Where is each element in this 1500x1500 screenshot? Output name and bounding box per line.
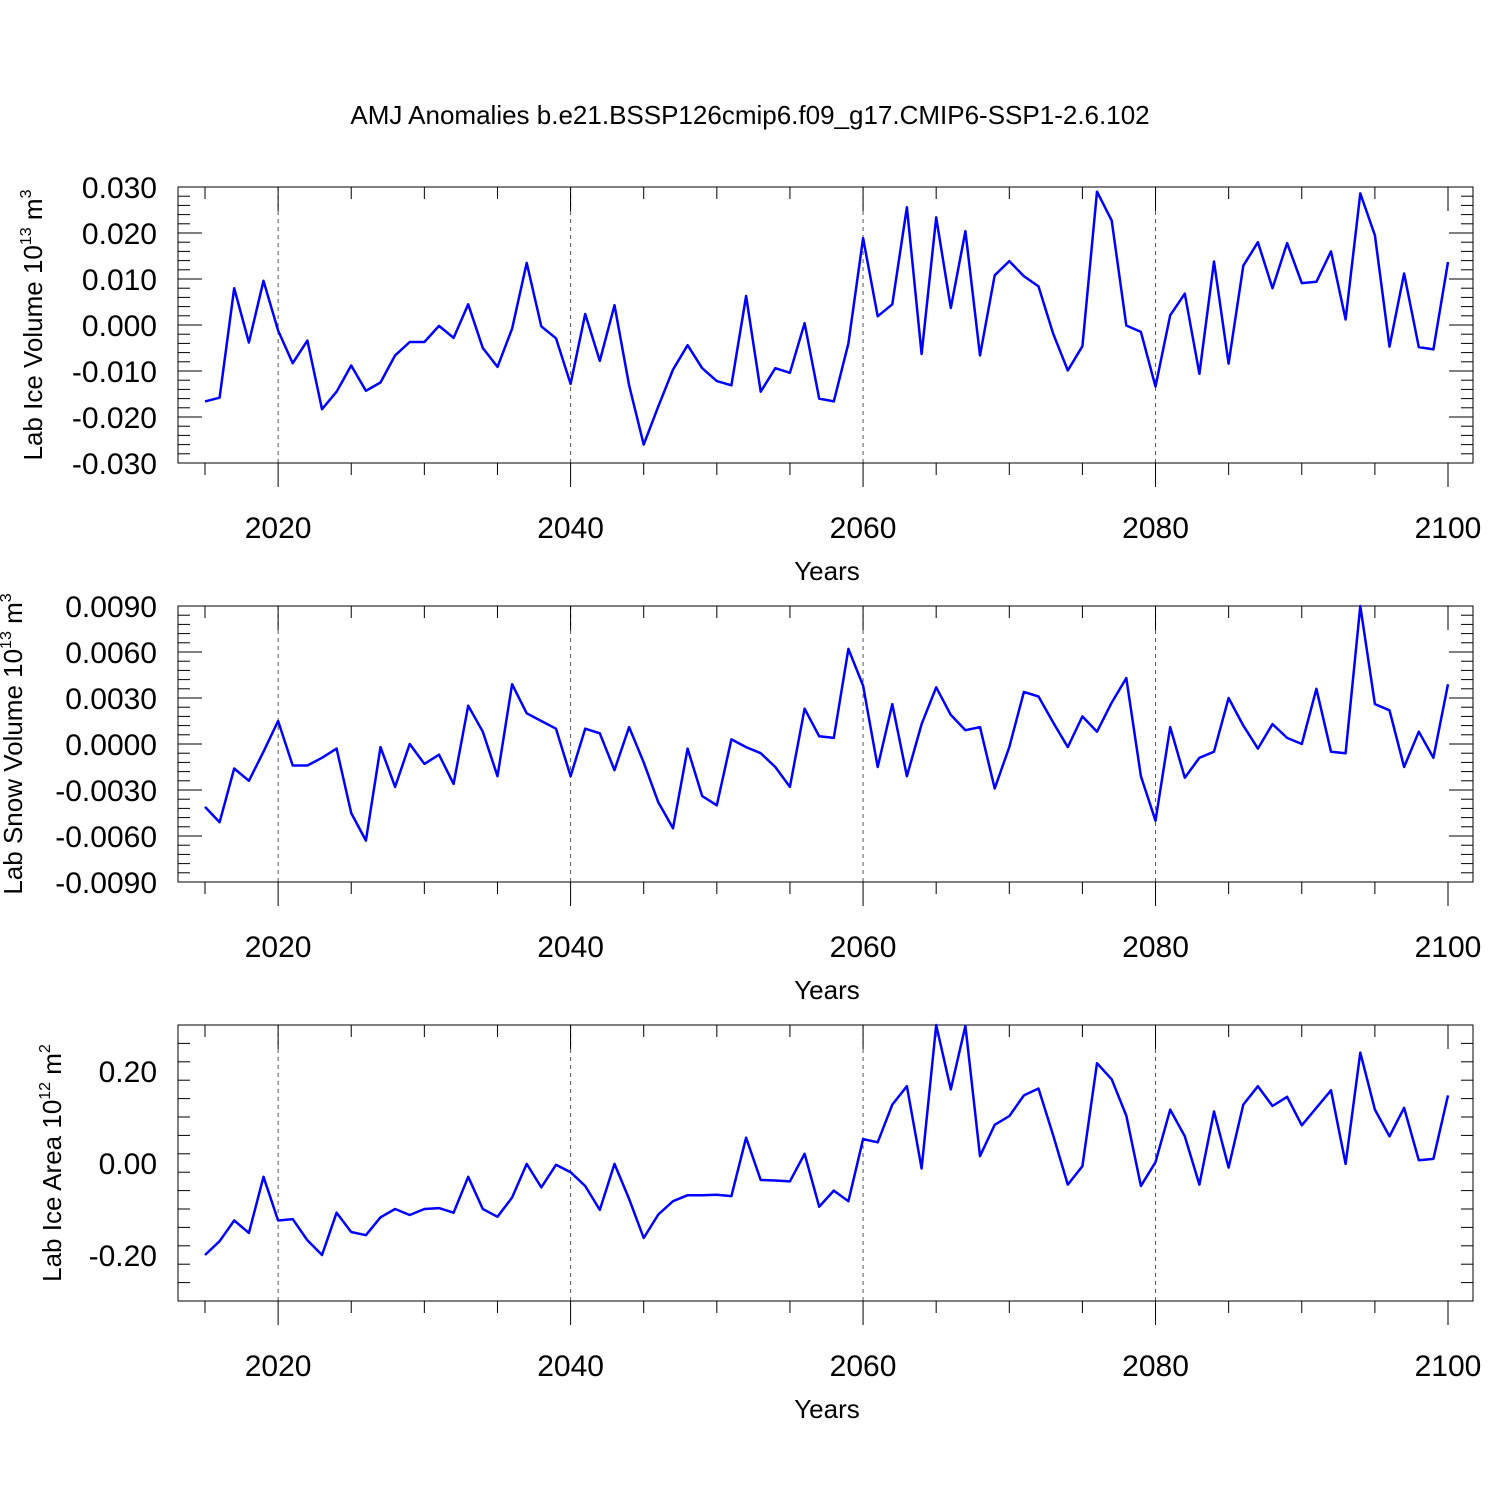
x-tick-label: 2020	[245, 512, 312, 545]
series-line	[204, 190, 1450, 446]
y-tick-label: 0.00	[99, 1148, 157, 1181]
y-tick-label: 0.0090	[65, 591, 157, 624]
x-tick-label: 2080	[1122, 931, 1189, 964]
y-tick-label: 0.030	[82, 172, 157, 205]
y-axis-title-text: Lab Ice Area 10	[37, 1100, 67, 1282]
x-tick-label: 2060	[830, 931, 897, 964]
x-tick-label: 2100	[1415, 512, 1482, 545]
y-tick-label: 0.000	[82, 310, 157, 343]
x-tick-label: 2040	[537, 1350, 604, 1383]
x-tick-label: 2020	[245, 1350, 312, 1383]
y-tick-label: 0.0060	[65, 637, 157, 670]
x-tick-label: 2100	[1415, 931, 1482, 964]
y-axis-title-unit-exponent: 3	[18, 189, 35, 198]
y-tick-label: -0.030	[72, 448, 157, 481]
y-tick-label: 0.010	[82, 264, 157, 297]
y-tick-label: -0.0060	[55, 821, 157, 854]
y-tick-label: 0.0000	[65, 729, 157, 762]
y-tick-label: 0.020	[82, 218, 157, 251]
figure-title: AMJ Anomalies b.e21.BSSP126cmip6.f09_g17…	[350, 100, 1149, 130]
y-axis-title-unit: m	[0, 602, 28, 631]
y-axis-title-text: Lab Ice Volume 10	[18, 245, 48, 460]
x-tick-label: 2040	[537, 931, 604, 964]
y-axis-title-unit-exponent: 3	[0, 593, 15, 602]
plot-frame	[177, 605, 1474, 883]
x-tick-label: 2060	[830, 512, 897, 545]
series-line	[204, 1023, 1450, 1257]
x-axis-title: Years	[794, 975, 860, 1005]
x-tick-label: 2020	[245, 931, 312, 964]
x-axis-title: Years	[794, 1394, 860, 1424]
plot-frame	[177, 186, 1474, 464]
y-axis-title: Lab Snow Volume 1013 m3	[0, 593, 28, 894]
y-axis-title-exponent: 13	[0, 631, 15, 649]
y-tick-label: -0.0030	[55, 775, 157, 808]
y-tick-label: -0.20	[89, 1240, 157, 1273]
y-axis-title-unit: m	[37, 1053, 67, 1082]
y-axis-title: Lab Ice Area 1012 m2	[37, 1044, 67, 1282]
x-tick-label: 2040	[537, 512, 604, 545]
y-axis-title-exponent: 12	[37, 1082, 54, 1100]
x-tick-label: 2100	[1415, 1350, 1482, 1383]
y-axis-title-unit-exponent: 2	[37, 1044, 54, 1053]
x-tick-label: 2060	[830, 1350, 897, 1383]
y-axis-title-text: Lab Snow Volume 10	[0, 649, 28, 895]
y-tick-label: 0.0030	[65, 683, 157, 716]
y-tick-label: 0.20	[99, 1056, 157, 1089]
series-line	[204, 604, 1450, 842]
x-axis-title: Years	[794, 556, 860, 586]
x-tick-label: 2080	[1122, 512, 1189, 545]
y-axis-title-exponent: 13	[18, 227, 35, 245]
panel-3: 0.20 0.00 -0.20 2020 2040 2060 2080 2100 Years La…	[37, 1023, 1482, 1424]
panel-2: 0.0090 0.0060 0.0030 0.0000 -0.0030 -0.0060 -0…	[0, 591, 1481, 1005]
y-axis-title-unit: m	[18, 198, 48, 227]
x-tick-label: 2080	[1122, 1350, 1189, 1383]
y-tick-label: -0.010	[72, 356, 157, 389]
panel-1: 0.030 0.020 0.010 0.000 -0.010 -0.020 -0.030 20…	[18, 172, 1481, 586]
y-tick-label: -0.020	[72, 402, 157, 435]
plot-frame	[177, 1024, 1474, 1302]
y-tick-label: -0.0090	[55, 867, 157, 900]
y-axis-title: Lab Ice Volume 1013 m3	[18, 189, 48, 460]
